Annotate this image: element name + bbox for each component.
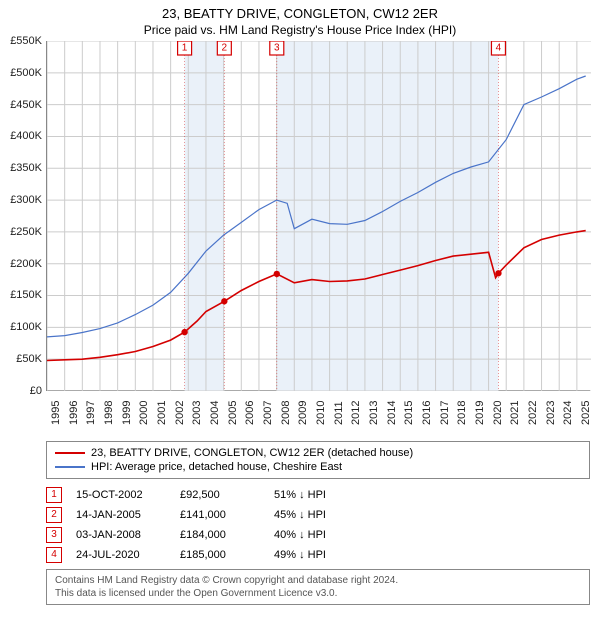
footer-line: This data is licensed under the Open Gov… xyxy=(55,587,581,600)
transaction-price: £141,000 xyxy=(180,509,260,521)
legend-swatch xyxy=(55,452,85,454)
x-tick-label: 1995 xyxy=(50,400,62,424)
x-tick-label: 2013 xyxy=(368,400,380,424)
transaction-diff: 51% ↓ HPI xyxy=(274,489,364,501)
transaction-price: £185,000 xyxy=(180,549,260,561)
x-tick-label: 2018 xyxy=(456,400,468,424)
y-tick-label: £500K xyxy=(10,67,42,79)
svg-text:1: 1 xyxy=(182,42,188,53)
chart-title: 23, BEATTY DRIVE, CONGLETON, CW12 2ER xyxy=(0,0,600,23)
transaction-diff: 49% ↓ HPI xyxy=(274,549,364,561)
footer-line: Contains HM Land Registry data © Crown c… xyxy=(55,574,581,587)
x-tick-label: 2022 xyxy=(527,400,539,424)
x-tick-label: 2017 xyxy=(439,400,451,424)
x-axis-labels: 1995 1996 1997 1998 1999 2000 2001 2002 2003 2004… xyxy=(46,391,590,433)
transaction-row: 4 24-JUL-2020 £185,000 49% ↓ HPI xyxy=(46,545,590,565)
legend-label: 23, BEATTY DRIVE, CONGLETON, CW12 2ER (d… xyxy=(91,447,413,459)
chart-area: £0£50K£100K£150K£200K£250K£300K£350K£400… xyxy=(46,41,590,391)
x-tick-label: 2020 xyxy=(492,400,504,424)
x-tick-label: 2006 xyxy=(244,400,256,424)
x-tick-label: 2015 xyxy=(403,400,415,424)
transaction-marker: 4 xyxy=(46,547,62,563)
y-axis-labels: £0£50K£100K£150K£200K£250K£300K£350K£400… xyxy=(0,41,44,391)
x-tick-label: 2021 xyxy=(509,400,521,424)
transaction-price: £184,000 xyxy=(180,529,260,541)
x-tick-label: 2003 xyxy=(191,400,203,424)
plot-area: 1 2 3 4 xyxy=(46,41,590,391)
transaction-marker: 1 xyxy=(46,487,62,503)
x-tick-label: 2007 xyxy=(262,400,274,424)
transaction-marker: 2 xyxy=(46,507,62,523)
x-tick-label: 2009 xyxy=(297,400,309,424)
transaction-row: 2 14-JAN-2005 £141,000 45% ↓ HPI xyxy=(46,505,590,525)
chart-subtitle: Price paid vs. HM Land Registry's House … xyxy=(0,23,600,41)
attribution-footer: Contains HM Land Registry data © Crown c… xyxy=(46,569,590,605)
y-tick-label: £550K xyxy=(10,35,42,47)
legend-row: 23, BEATTY DRIVE, CONGLETON, CW12 2ER (d… xyxy=(55,446,581,460)
y-tick-label: £200K xyxy=(10,258,42,270)
y-tick-label: £300K xyxy=(10,194,42,206)
y-tick-label: £150K xyxy=(10,289,42,301)
transaction-row: 1 15-OCT-2002 £92,500 51% ↓ HPI xyxy=(46,485,590,505)
y-tick-label: £400K xyxy=(10,130,42,142)
svg-text:4: 4 xyxy=(496,42,502,53)
legend-swatch xyxy=(55,466,85,468)
y-tick-label: £0 xyxy=(30,385,42,397)
transaction-date: 14-JAN-2005 xyxy=(76,509,166,521)
transaction-price: £92,500 xyxy=(180,489,260,501)
legend-row: HPI: Average price, detached house, Ches… xyxy=(55,460,581,474)
y-tick-label: £250K xyxy=(10,226,42,238)
svg-text:3: 3 xyxy=(274,42,280,53)
x-tick-label: 2012 xyxy=(350,400,362,424)
x-tick-label: 2023 xyxy=(545,400,557,424)
x-tick-label: 2025 xyxy=(580,400,592,424)
x-tick-label: 2001 xyxy=(156,400,168,424)
transaction-diff: 40% ↓ HPI xyxy=(274,529,364,541)
x-tick-label: 2002 xyxy=(174,400,186,424)
x-tick-label: 2011 xyxy=(333,401,345,425)
plot-svg: 1 2 3 4 xyxy=(47,41,591,391)
legend: 23, BEATTY DRIVE, CONGLETON, CW12 2ER (d… xyxy=(46,441,590,479)
transaction-marker: 3 xyxy=(46,527,62,543)
svg-text:2: 2 xyxy=(222,42,228,53)
legend-label: HPI: Average price, detached house, Ches… xyxy=(91,461,342,473)
transactions-table: 1 15-OCT-2002 £92,500 51% ↓ HPI 2 14-JAN-2005… xyxy=(46,485,590,565)
x-tick-label: 2019 xyxy=(474,400,486,424)
y-tick-label: £350K xyxy=(10,162,42,174)
x-tick-label: 1999 xyxy=(121,400,133,424)
y-tick-label: £450K xyxy=(10,99,42,111)
y-tick-label: £50K xyxy=(16,353,42,365)
x-tick-label: 1996 xyxy=(68,400,80,424)
x-tick-label: 1997 xyxy=(85,400,97,424)
transaction-date: 15-OCT-2002 xyxy=(76,489,166,501)
x-tick-label: 2008 xyxy=(280,400,292,424)
x-tick-label: 2005 xyxy=(227,400,239,424)
transaction-date: 03-JAN-2008 xyxy=(76,529,166,541)
transaction-row: 3 03-JAN-2008 £184,000 40% ↓ HPI xyxy=(46,525,590,545)
transaction-date: 24-JUL-2020 xyxy=(76,549,166,561)
x-tick-label: 2024 xyxy=(562,400,574,424)
y-tick-label: £100K xyxy=(10,321,42,333)
transaction-diff: 45% ↓ HPI xyxy=(274,509,364,521)
x-tick-label: 2000 xyxy=(138,400,150,424)
x-tick-label: 2004 xyxy=(209,400,221,424)
x-tick-label: 2010 xyxy=(315,400,327,424)
x-tick-label: 2014 xyxy=(386,400,398,424)
x-tick-label: 1998 xyxy=(103,400,115,424)
x-tick-label: 2016 xyxy=(421,400,433,424)
